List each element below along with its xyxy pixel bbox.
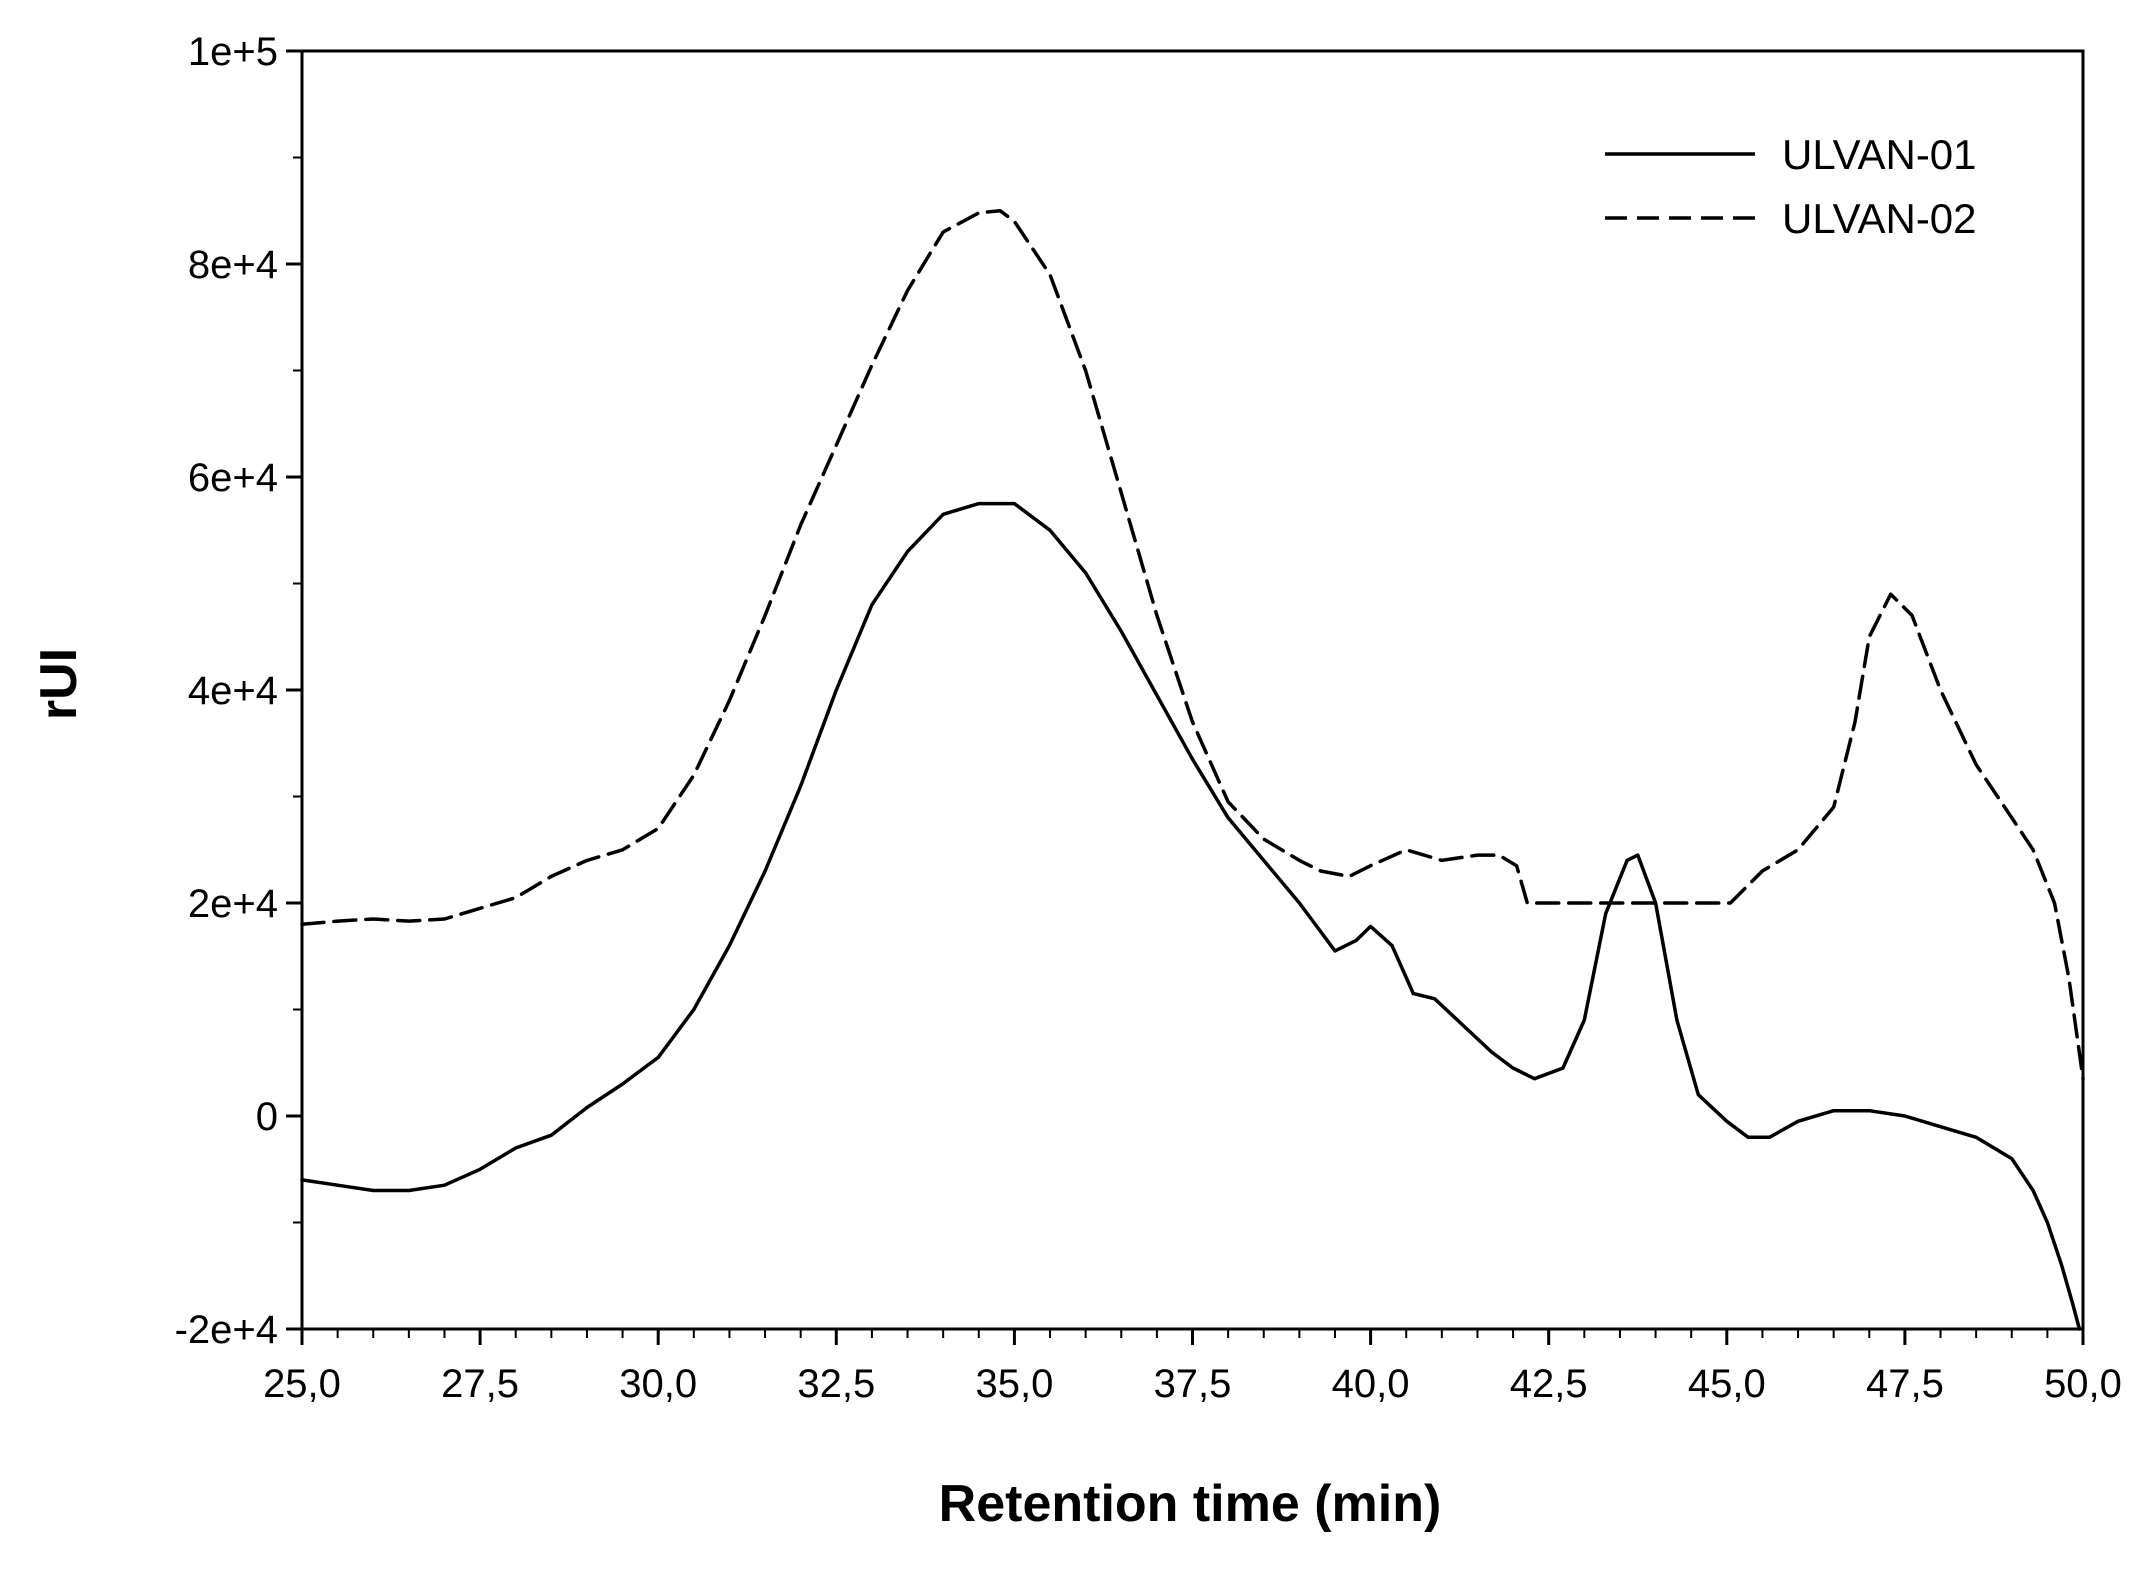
plot-border [300, 49, 2085, 1331]
legend-label-ulvan-01: ULVAN-01 [1782, 131, 1977, 178]
x-tick-label: 37,5 [1154, 1362, 1232, 1406]
x-tick-label: 32,5 [797, 1362, 875, 1406]
series-line-ulvan-01 [300, 501, 2082, 1331]
x-tick-label: 45,0 [1688, 1362, 1766, 1406]
x-tick-label: 35,0 [975, 1362, 1053, 1406]
y-tick-label: 6e+4 [188, 456, 278, 500]
x-tick-label: 40,0 [1332, 1362, 1410, 1406]
y-tick-label: 1e+5 [188, 30, 278, 74]
x-axis: 25,0 27,5 30,0 32,5 35,0 37,5 40,0 42,5 45,0 47,5… [263, 1329, 2122, 1406]
y-tick-label: 4e+4 [188, 669, 278, 713]
y-tick-label: -2e+4 [175, 1308, 278, 1352]
legend: ULVAN-01 ULVAN-02 [1605, 131, 1977, 242]
y-axis-title: rUI [30, 648, 88, 720]
x-tick-label: 47,5 [1866, 1362, 1944, 1406]
y-tick-label: 2e+4 [188, 882, 278, 926]
y-tick-label: 8e+4 [188, 243, 278, 287]
x-axis-title: Retention time (min) [939, 1475, 1442, 1533]
x-tick-label: 42,5 [1510, 1362, 1588, 1406]
y-axis: -2e+4 0 2e+4 4e+4 6e+4 8e+4 1e+5 [175, 30, 302, 1352]
legend-label-ulvan-02: ULVAN-02 [1782, 195, 1977, 242]
series-line-ulvan-02 [300, 209, 2085, 1081]
y-tick-label: 0 [256, 1095, 278, 1139]
plot-frame [300, 49, 2085, 1331]
x-tick-label: 50,0 [2044, 1362, 2122, 1406]
series-layer [300, 209, 2085, 1331]
x-tick-label: 30,0 [619, 1362, 697, 1406]
x-tick-label: 27,5 [441, 1362, 519, 1406]
x-tick-label: 25,0 [263, 1362, 341, 1406]
